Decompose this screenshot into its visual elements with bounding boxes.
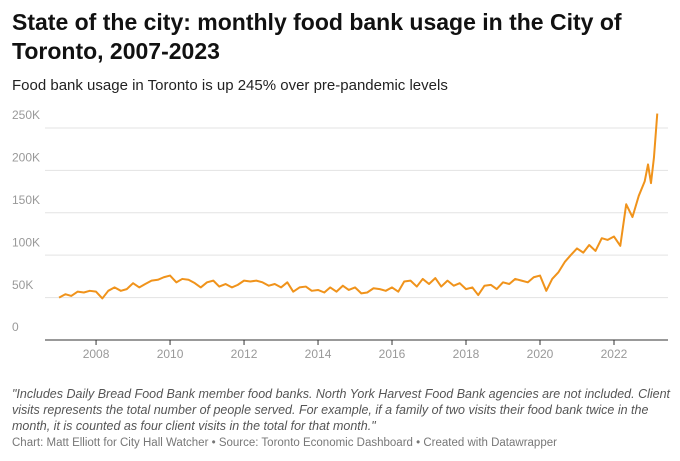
chart-subtitle: Food bank usage in Toronto is up 245% ov…	[12, 77, 448, 94]
x-tick-label: 2018	[453, 347, 480, 361]
y-tick-label: 250K	[12, 108, 40, 122]
x-tick-label: 2008	[83, 347, 110, 361]
y-tick-label: 50K	[12, 278, 33, 292]
x-tick-label: 2010	[157, 347, 184, 361]
footnote: "Includes Daily Bread Food Bank member f…	[12, 387, 671, 433]
x-tick-label: 2022	[601, 347, 628, 361]
x-tick-label: 2012	[231, 347, 258, 361]
source: Chart: Matt Elliott for City Hall Watche…	[12, 437, 557, 449]
x-tick-label: 2020	[527, 347, 554, 361]
y-tick-label: 100K	[12, 235, 40, 249]
line	[58, 113, 659, 300]
y-tick-label: 200K	[12, 151, 40, 165]
chart-title: State of the city: monthly food bank usa…	[12, 9, 622, 64]
x-tick-label: 2014	[305, 347, 332, 361]
x-tick-label: 2016	[379, 347, 406, 361]
y-tick-label: 150K	[12, 193, 40, 207]
y-tick-label: 0	[12, 320, 19, 334]
